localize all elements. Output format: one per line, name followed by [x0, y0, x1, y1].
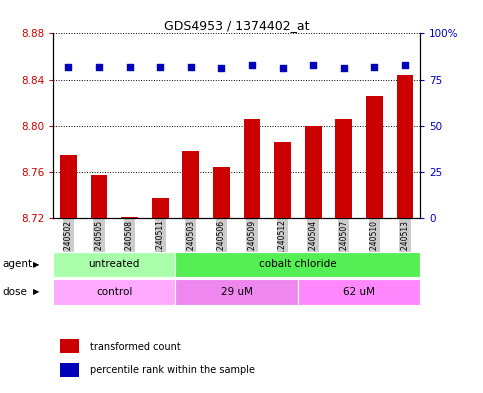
Text: 62 uM: 62 uM	[343, 287, 375, 297]
Title: GDS4953 / 1374402_at: GDS4953 / 1374402_at	[164, 19, 310, 32]
Point	[340, 65, 348, 72]
Bar	[91, 175, 107, 218]
Point	[248, 62, 256, 68]
Bar	[335, 119, 352, 218]
Bar	[53, 252, 175, 277]
Point	[156, 64, 164, 70]
Bar	[60, 340, 79, 353]
Text: ▶: ▶	[33, 260, 40, 269]
Text: control: control	[96, 287, 132, 297]
Bar	[175, 279, 298, 305]
Point	[401, 62, 409, 68]
Text: cobalt chloride: cobalt chloride	[259, 259, 337, 269]
Bar	[152, 198, 169, 218]
Bar	[60, 363, 79, 377]
Bar	[243, 119, 260, 218]
Point	[370, 64, 378, 70]
Point	[126, 64, 133, 70]
Bar	[121, 217, 138, 218]
Text: dose: dose	[2, 287, 28, 297]
Bar	[60, 154, 77, 218]
Text: 29 uM: 29 uM	[221, 287, 253, 297]
Text: agent: agent	[2, 259, 32, 269]
Bar	[213, 167, 230, 218]
Text: percentile rank within the sample: percentile rank within the sample	[90, 365, 255, 375]
Point	[187, 64, 195, 70]
Bar	[366, 96, 383, 218]
Bar	[53, 279, 175, 305]
Bar	[274, 142, 291, 218]
Bar	[298, 279, 420, 305]
Bar	[183, 151, 199, 218]
Text: untreated: untreated	[88, 259, 140, 269]
Point	[95, 64, 103, 70]
Bar	[175, 252, 420, 277]
Bar	[305, 126, 322, 218]
Bar	[397, 75, 413, 218]
Point	[65, 64, 72, 70]
Text: ▶: ▶	[33, 287, 40, 296]
Point	[279, 65, 286, 72]
Point	[309, 62, 317, 68]
Point	[217, 65, 225, 72]
Text: transformed count: transformed count	[90, 342, 181, 352]
